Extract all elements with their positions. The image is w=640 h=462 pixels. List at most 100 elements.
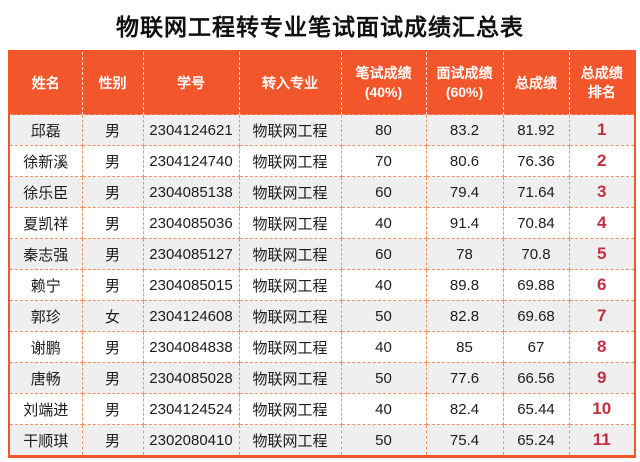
table-row: 唐畅男 2304085028 物联网工程 50 77.6 66.56 9: [8, 362, 636, 394]
column-header-label: 转入专业: [262, 74, 318, 91]
cell-name: 谢鹏: [8, 331, 83, 363]
cell-gender: 男: [81, 269, 144, 301]
cell-interview: 77.6: [425, 362, 504, 394]
cell-rank: 4: [568, 207, 636, 239]
cell-gender: 男: [81, 145, 144, 177]
cell-gender: 男: [81, 114, 144, 146]
cell-name: 干顺琪: [8, 424, 83, 457]
cell-major: 物联网工程: [238, 362, 342, 394]
column-header-interview: 面试成绩 (60%): [425, 51, 503, 115]
cell-major: 物联网工程: [238, 238, 342, 270]
cell-major: 物联网工程: [238, 114, 342, 146]
cell-rank: 10: [568, 393, 636, 425]
column-header-student_id: 学号: [142, 51, 239, 115]
cell-name: 唐畅: [8, 362, 83, 394]
table-body: 邱磊男 2304124621 物联网工程 80 83.2 81.92 1 徐新溪男 230412…: [8, 114, 636, 457]
column-header-written: 笔试成绩 (40%): [340, 51, 426, 115]
column-header-label: 面试成绩: [436, 65, 493, 81]
cell-interview: 82.8: [425, 300, 504, 332]
column-header-name: 姓名: [9, 51, 82, 115]
column-header-label: 学号: [177, 74, 205, 91]
cell-gender: 女: [81, 300, 144, 332]
cell-major: 物联网工程: [238, 424, 342, 457]
cell-written: 80: [340, 114, 427, 146]
cell-written: 40: [340, 331, 427, 363]
cell-student_id: 2304085028: [142, 362, 240, 394]
column-header-label: 笔试成绩: [355, 65, 412, 81]
table-row: 赖宁男 2304085015 物联网工程 40 89.8 69.88 6: [8, 269, 636, 301]
cell-name: 刘端进: [8, 393, 83, 425]
cell-student_id: 2304085036: [142, 207, 240, 239]
cell-gender: 男: [81, 238, 144, 270]
cell-total: 71.64: [502, 176, 570, 208]
cell-student_id: 2304124524: [142, 393, 240, 425]
cell-rank: 1: [568, 114, 636, 146]
cell-name: 邱磊: [8, 114, 83, 146]
cell-student_id: 2302080410: [142, 424, 240, 457]
table-row: 徐新溪男 2304124740 物联网工程 70 80.6 76.36 2: [8, 145, 636, 177]
cell-major: 物联网工程: [238, 300, 342, 332]
cell-gender: 男: [81, 362, 144, 394]
cell-gender: 男: [81, 331, 144, 363]
cell-written: 60: [340, 238, 427, 270]
cell-total: 81.92: [502, 114, 570, 146]
table-row: 谢鹏男 2304084838 物联网工程 40 85 67 8: [8, 331, 636, 363]
cell-rank: 8: [568, 331, 636, 363]
page-title: 物联网工程转专业笔试面试成绩汇总表: [116, 14, 524, 40]
table-row: 刘端进男 2304124524 物联网工程 40 82.4 65.44 10: [8, 393, 636, 425]
cell-total: 65.24: [502, 424, 570, 457]
column-header-label: 姓名: [31, 74, 60, 91]
cell-total: 76.36: [502, 145, 570, 177]
column-header-label: 性别: [98, 74, 127, 91]
cell-student_id: 2304124621: [142, 114, 240, 146]
column-header-label: 总成绩: [580, 65, 623, 81]
cell-student_id: 2304084838: [142, 331, 240, 363]
table-row: 秦志强男 2304085127 物联网工程 60 78 70.8 5: [8, 238, 636, 270]
cell-major: 物联网工程: [238, 207, 342, 239]
cell-rank: 11: [568, 424, 636, 457]
cell-written: 40: [340, 393, 427, 425]
cell-student_id: 2304085015: [142, 269, 240, 301]
cell-name: 夏凯祥: [8, 207, 83, 239]
cell-written: 40: [340, 269, 427, 301]
cell-interview: 82.4: [425, 393, 504, 425]
cell-name: 徐乐臣: [8, 176, 83, 208]
cell-interview: 91.4: [425, 207, 504, 239]
column-header-label: 排名: [587, 84, 616, 100]
cell-name: 秦志强: [8, 238, 83, 270]
cell-gender: 男: [81, 176, 144, 208]
cell-student_id: 2304124608: [142, 300, 240, 332]
table-row: 夏凯祥男 2304085036 物联网工程 40 91.4 70.84 4: [8, 207, 636, 239]
column-header-total: 总成绩: [502, 51, 569, 115]
table-row: 徐乐臣男 2304085138 物联网工程 60 79.4 71.64 3: [8, 176, 636, 208]
cell-written: 40: [340, 207, 427, 239]
column-header-rank: 总成绩 排名: [568, 51, 635, 115]
cell-interview: 78: [425, 238, 504, 270]
cell-rank: 5: [568, 238, 636, 270]
score-table: 姓名 性别 学号 转入专业 笔试成绩 (40%) 面试成绩 (60%) 总成绩 总成绩 排名 邱磊男…: [8, 50, 636, 458]
cell-name: 郭珍: [8, 300, 83, 332]
column-header-gender: 性别: [81, 51, 143, 115]
cell-gender: 男: [81, 424, 144, 457]
column-header-label: (40%): [364, 84, 403, 100]
cell-written: 50: [340, 362, 427, 394]
cell-name: 赖宁: [8, 269, 83, 301]
cell-rank: 3: [568, 176, 636, 208]
table-row: 郭珍女 2304124608 物联网工程 50 82.8 69.68 7: [8, 300, 636, 332]
cell-major: 物联网工程: [238, 393, 342, 425]
cell-interview: 83.2: [425, 114, 504, 146]
cell-rank: 7: [568, 300, 636, 332]
cell-written: 60: [340, 176, 427, 208]
cell-student_id: 2304085127: [142, 238, 240, 270]
cell-interview: 85: [425, 331, 504, 363]
cell-rank: 6: [568, 269, 636, 301]
cell-interview: 79.4: [425, 176, 504, 208]
cell-interview: 80.6: [425, 145, 504, 177]
cell-gender: 男: [81, 207, 144, 239]
table-row: 邱磊男 2304124621 物联网工程 80 83.2 81.92 1: [8, 114, 636, 146]
cell-total: 66.56: [502, 362, 570, 394]
cell-rank: 2: [568, 145, 636, 177]
cell-total: 70.8: [502, 238, 570, 270]
table-row: 干顺琪男 2302080410 物联网工程 50 75.4 65.24 11: [8, 424, 636, 457]
